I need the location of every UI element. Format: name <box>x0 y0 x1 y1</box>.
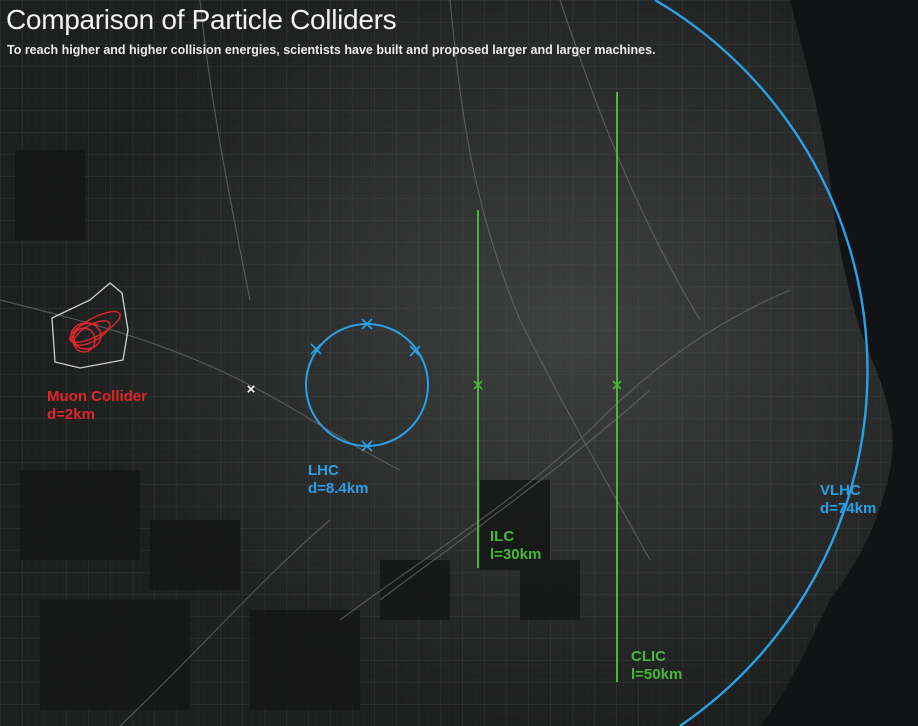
farmland-patches <box>15 150 580 710</box>
muon-collider-ring <box>69 310 121 353</box>
vlhc-name: VLHC <box>820 482 861 499</box>
lhc-name: LHC <box>308 462 339 479</box>
ilc-label: ILC l=30km <box>490 528 541 564</box>
ilc-name: ILC <box>490 528 515 545</box>
page-title: Comparison of Particle Colliders <box>6 4 397 35</box>
muon-collider-name: Muon Collider <box>47 388 147 405</box>
clic-center-marker <box>612 380 622 390</box>
center-marker: × <box>247 381 256 398</box>
vlhc-ring <box>654 0 869 726</box>
vlhc-label: VLHC d=74km <box>820 482 876 518</box>
clic-name: CLIC <box>631 648 666 665</box>
roads <box>0 0 791 726</box>
clic-label: CLIC l=50km <box>631 648 682 684</box>
clic-size: l=50km <box>631 666 683 683</box>
lhc-size: d=8.4km <box>308 480 369 497</box>
page-subtitle: To reach higher and higher collision ene… <box>7 43 656 57</box>
muon-collider-size: d=2km <box>47 406 95 423</box>
ilc-size: l=30km <box>490 546 542 563</box>
muon-collider-label: Muon Collider d=2km <box>47 388 147 424</box>
ilc-center-marker <box>473 380 483 390</box>
lhc-markers <box>310 318 421 452</box>
muon-site-boundary <box>51 282 129 369</box>
lake-michigan <box>760 0 918 726</box>
vlhc-size: d=74km <box>820 500 877 517</box>
lhc-label: LHC d=8.4km <box>308 462 368 498</box>
